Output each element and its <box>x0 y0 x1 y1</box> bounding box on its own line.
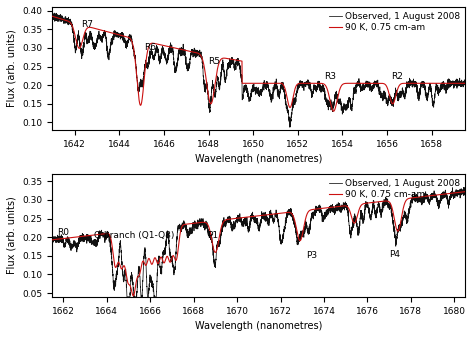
Text: Q branch (Q1-Q8): Q branch (Q1-Q8) <box>94 231 174 240</box>
Text: R5: R5 <box>209 57 220 66</box>
Text: P3: P3 <box>307 251 318 260</box>
X-axis label: Wavelength (nanometres): Wavelength (nanometres) <box>195 154 322 164</box>
Legend: Observed, 1 August 2008, 90 K, 0.75 cm-am: Observed, 1 August 2008, 90 K, 0.75 cm-a… <box>326 9 464 36</box>
Text: R2: R2 <box>392 72 403 81</box>
Y-axis label: Flux (arb. units): Flux (arb. units) <box>7 196 17 274</box>
Legend: Observed, 1 August 2008, 90 K, 0.75 cm-am: Observed, 1 August 2008, 90 K, 0.75 cm-a… <box>326 176 464 203</box>
X-axis label: Wavelength (nanometres): Wavelength (nanometres) <box>195 321 322 331</box>
Y-axis label: Flux (arb. units): Flux (arb. units) <box>7 29 17 107</box>
Text: R7: R7 <box>82 20 93 28</box>
Text: R0: R0 <box>57 228 69 237</box>
Text: R3: R3 <box>325 72 337 81</box>
Text: P4: P4 <box>389 250 400 259</box>
Text: R6: R6 <box>144 43 156 52</box>
Text: P1: P1 <box>207 231 218 240</box>
